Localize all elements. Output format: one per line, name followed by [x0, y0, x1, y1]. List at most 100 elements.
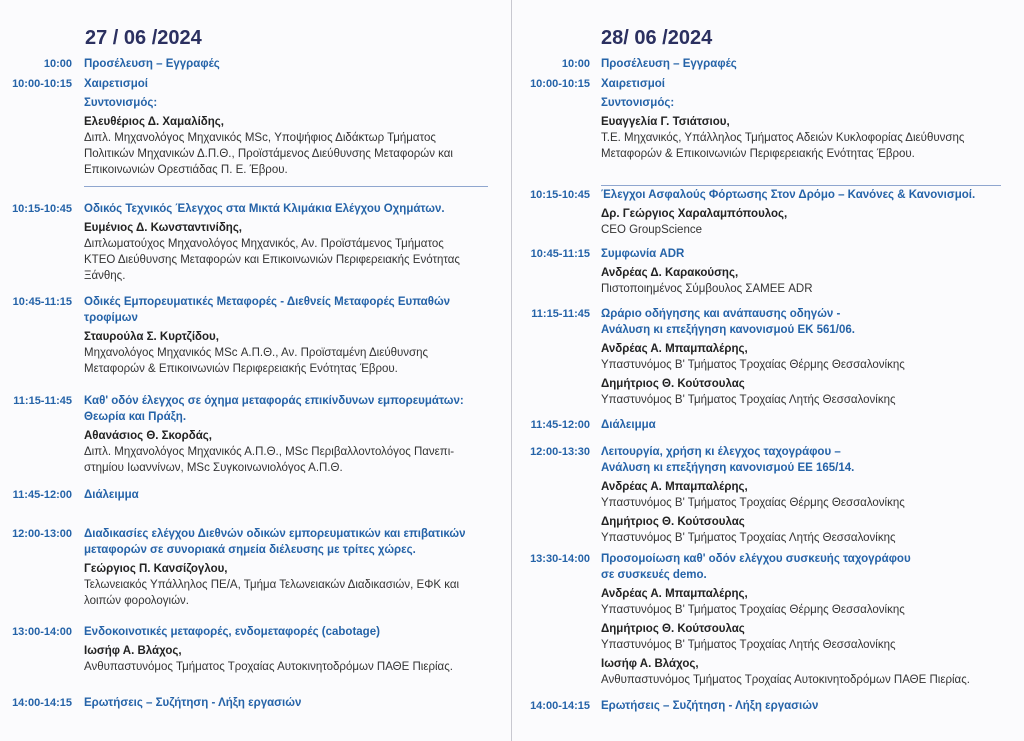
- session-time: 13:30-14:00: [530, 553, 590, 565]
- session-time: 14:00-14:15: [530, 700, 590, 712]
- speaker-name: Δημήτριος Θ. Κούτσουλας: [601, 623, 745, 635]
- speaker-desc: Μεταφορών & Επικοινωνιών Περιφερειακής Ε…: [601, 148, 915, 160]
- speaker-desc: Υπαστυνόμος Β' Τμήματος Τροχαίας Λητής Θ…: [601, 532, 896, 544]
- speaker-desc: Μεταφορών & Επικοινωνιών Περιφερειακής Ε…: [84, 363, 398, 375]
- session-content: Προσέλευση – Εγγραφές: [601, 56, 737, 72]
- speaker-desc: Υπαστυνόμος Β' Τμήματος Τροχαίας Θέρμης …: [601, 497, 905, 509]
- speaker-desc: Μηχανολόγος Μηχανικός MSc Α.Π.Θ., Αν. Πρ…: [84, 347, 429, 359]
- session-title: Ανάλυση κι επεξήγηση κανονισμού ΕΚ 561/0…: [601, 324, 855, 336]
- session-content: Διαδικασίες ελέγχου Διεθνών οδικών εμπορ…: [84, 526, 466, 609]
- session-content: Προσομοίωση καθ' οδόν ελέγχου συσκευής τ…: [601, 551, 970, 688]
- session-content: Διάλειμμα: [601, 417, 656, 433]
- speaker-name: Ανδρέας Δ. Καρακούσης,: [601, 267, 739, 279]
- speaker-desc: Υπαστυνόμος Β' Τμήματος Τροχαίας Λητής Θ…: [601, 394, 896, 406]
- session-time: 12:00-13:00: [12, 528, 72, 540]
- speaker-desc: Ανθυπαστυνόμος Τμήματος Τροχαίας Αυτοκιν…: [601, 674, 970, 686]
- speaker-name: Γεώργιος Π. Κανσίζογλου,: [84, 563, 228, 575]
- session-time: 10:15-10:45: [530, 189, 590, 201]
- session-content: Συμφωνία ADR Ανδρέας Δ. Καρακούσης, Πιστοπ…: [601, 246, 813, 297]
- speaker-name: Ανδρέας Α. Μπαμπαλέρης,: [601, 481, 748, 493]
- session-title: Καθ' οδόν έλεγχος σε όχημα μεταφοράς επι…: [84, 395, 464, 407]
- session-content: Οδικός Τεχνικός Έλεγχος στα Μικτά Κλιμάκ…: [84, 201, 460, 284]
- speaker-desc: Τ.Ε. Μηχανικός, Υπάλληλος Τμήματος Αδειώ…: [601, 132, 965, 144]
- session-title: τροφίμων: [84, 312, 138, 324]
- session-time: 11:15-11:45: [531, 308, 590, 320]
- speaker-name: Δημήτριος Θ. Κούτσουλας: [601, 378, 745, 390]
- session-title: Χαιρετισμοί: [601, 78, 665, 90]
- session-content: Χαιρετισμοί Συντονισμός: Ελευθέριος Δ. Χαμ…: [84, 76, 453, 178]
- session-title: Ενδοκοινοτικές μεταφορές, ενδομεταφορές …: [84, 626, 380, 638]
- session-title: Διάλειμμα: [601, 419, 656, 431]
- session-content: Ωράριο οδήγησης και ανάπαυσης οδηγών - Αν…: [601, 306, 905, 408]
- session-subtitle: Συντονισμός:: [601, 97, 675, 109]
- session-content: Καθ' οδόν έλεγχος σε όχημα μεταφοράς επι…: [84, 393, 464, 476]
- session-title: Οδικός Τεχνικός Έλεγχος στα Μικτά Κλιμάκ…: [84, 203, 445, 215]
- speaker-desc: Τελωνειακός Υπάλληλος ΠΕ/Α, Τμήμα Τελωνε…: [84, 579, 460, 591]
- session-title: Θεωρία και Πράξη.: [84, 411, 187, 423]
- speaker-desc: Διπλωματούχος Μηχανολόγος Μηχανικός, Αν.…: [84, 238, 444, 250]
- session-title: Ανάλυση κι επεξήγηση κανονισμού ΕΕ 165/1…: [601, 462, 855, 474]
- session-time: 10:45-11:15: [530, 248, 590, 260]
- speaker-desc: Ανθυπαστυνόμος Τμήματος Τροχαίας Αυτοκιν…: [84, 661, 453, 673]
- speaker-desc: Επικοινωνιών Ορεστιάδας Π. Ε. Έβρου.: [84, 164, 288, 176]
- speaker-desc: CEO GroupScience: [601, 224, 702, 236]
- day-date: 27 / 06 /2024: [85, 27, 202, 49]
- session-content: Προσέλευση – Εγγραφές: [84, 56, 220, 72]
- session-time: 11:45-12:00: [12, 489, 72, 501]
- session-content: Οδικές Εμπορευματικές Μεταφορές - Διεθνε…: [84, 294, 450, 377]
- session-time: 10:00-10:15: [530, 78, 590, 90]
- session-title: Προσέλευση – Εγγραφές: [84, 58, 220, 70]
- section-rule: [601, 185, 1001, 186]
- day-date: 28/ 06 /2024: [601, 27, 713, 49]
- session-title: Χαιρετισμοί: [84, 78, 148, 90]
- session-time: 11:15-11:45: [13, 395, 72, 407]
- session-title: σε συσκευές demo.: [601, 569, 707, 581]
- speaker-name: Δημήτριος Θ. Κούτσουλας: [601, 516, 745, 528]
- speaker-desc: Υπαστυνόμος Β' Τμήματος Τροχαίας Θέρμης …: [601, 604, 905, 616]
- session-time: 10:15-10:45: [12, 203, 72, 215]
- speaker-desc: Διπλ. Μηχανολόγος Μηχανικός Α.Π.Θ., MSc …: [84, 446, 455, 458]
- speaker-name: Ιωσήφ Α. Βλάχος,: [601, 658, 699, 670]
- speaker-desc: λοιπών φορολογιών.: [84, 595, 189, 607]
- speaker-desc: Ξάνθης.: [84, 270, 126, 282]
- session-time: 10:00: [561, 58, 590, 70]
- session-content: Ερωτήσεις – Συζήτηση - Λήξη εργασιών: [84, 695, 301, 711]
- session-content: Διάλειμμα: [84, 487, 139, 503]
- session-time: 10:00-10:15: [12, 78, 72, 90]
- speaker-name: Σταυρούλα Σ. Κυρτζίδου,: [84, 331, 219, 343]
- session-title: Προσομοίωση καθ' οδόν ελέγχου συσκευής τ…: [601, 553, 911, 565]
- speaker-name: Ιωσήφ Α. Βλάχος,: [84, 645, 182, 657]
- session-content: Ενδοκοινοτικές μεταφορές, ενδομεταφορές …: [84, 624, 453, 675]
- session-time: 13:00-14:00: [12, 626, 72, 638]
- session-time: 10:45-11:15: [12, 296, 72, 308]
- session-time: 14:00-14:15: [12, 697, 72, 709]
- session-title: Οδικές Εμπορευματικές Μεταφορές - Διεθνε…: [84, 296, 451, 308]
- session-title: Ερωτήσεις – Συζήτηση - Λήξη εργασιών: [84, 697, 302, 709]
- speaker-name: Ανδρέας Α. Μπαμπαλέρης,: [601, 588, 748, 600]
- speaker-name: Ελευθέριος Δ. Χαμαλίδης,: [84, 116, 224, 128]
- session-title: Ερωτήσεις – Συζήτηση - Λήξη εργασιών: [601, 700, 819, 712]
- section-rule: [84, 186, 488, 187]
- speaker-desc: στημίου Ιωαννίνων, MSc Συγκοινωνιολόγος …: [84, 462, 343, 474]
- speaker-desc: Υπαστυνόμος Β' Τμήματος Τροχαίας Λητής Θ…: [601, 639, 896, 651]
- session-title: μεταφορών σε συνοριακά σημεία διέλευσης …: [84, 544, 416, 556]
- session-title: Συμφωνία ADR: [601, 248, 685, 260]
- session-title: Διαδικασίες ελέγχου Διεθνών οδικών εμπορ…: [84, 528, 466, 540]
- session-content: Λειτουργία, χρήση κι έλεγχος ταχογράφου …: [601, 444, 905, 546]
- speaker-name: Ευμένιος Δ. Κωνσταντινίδης,: [84, 222, 242, 234]
- session-time: 10:00: [43, 58, 72, 70]
- speaker-desc: Πολιτικών Μηχανικών Δ.Π.Θ., Προϊστάμενος…: [84, 148, 453, 160]
- session-time: 12:00-13:30: [530, 446, 590, 458]
- speaker-name: Ευαγγελία Γ. Τσιάτσιου,: [601, 116, 730, 128]
- speaker-name: Δρ. Γεώργιος Χαραλαμπόπουλος,: [601, 208, 788, 220]
- session-time: 11:45-12:00: [530, 419, 590, 431]
- session-title: Διάλειμμα: [84, 489, 139, 501]
- session-content: Έλεγχοι Ασφαλούς Φόρτωσης Στον Δρόμο – Κ…: [601, 187, 975, 238]
- column-divider: [511, 0, 512, 741]
- speaker-name: Αθανάσιος Θ. Σκορδάς,: [84, 430, 212, 442]
- speaker-name: Ανδρέας Α. Μπαμπαλέρης,: [601, 343, 748, 355]
- session-title: Προσέλευση – Εγγραφές: [601, 58, 737, 70]
- speaker-desc: Πιστοποιημένος Σύμβουλος ΣΑΜΕΕ ADR: [601, 283, 813, 295]
- session-title: Ωράριο οδήγησης και ανάπαυσης οδηγών -: [601, 308, 841, 320]
